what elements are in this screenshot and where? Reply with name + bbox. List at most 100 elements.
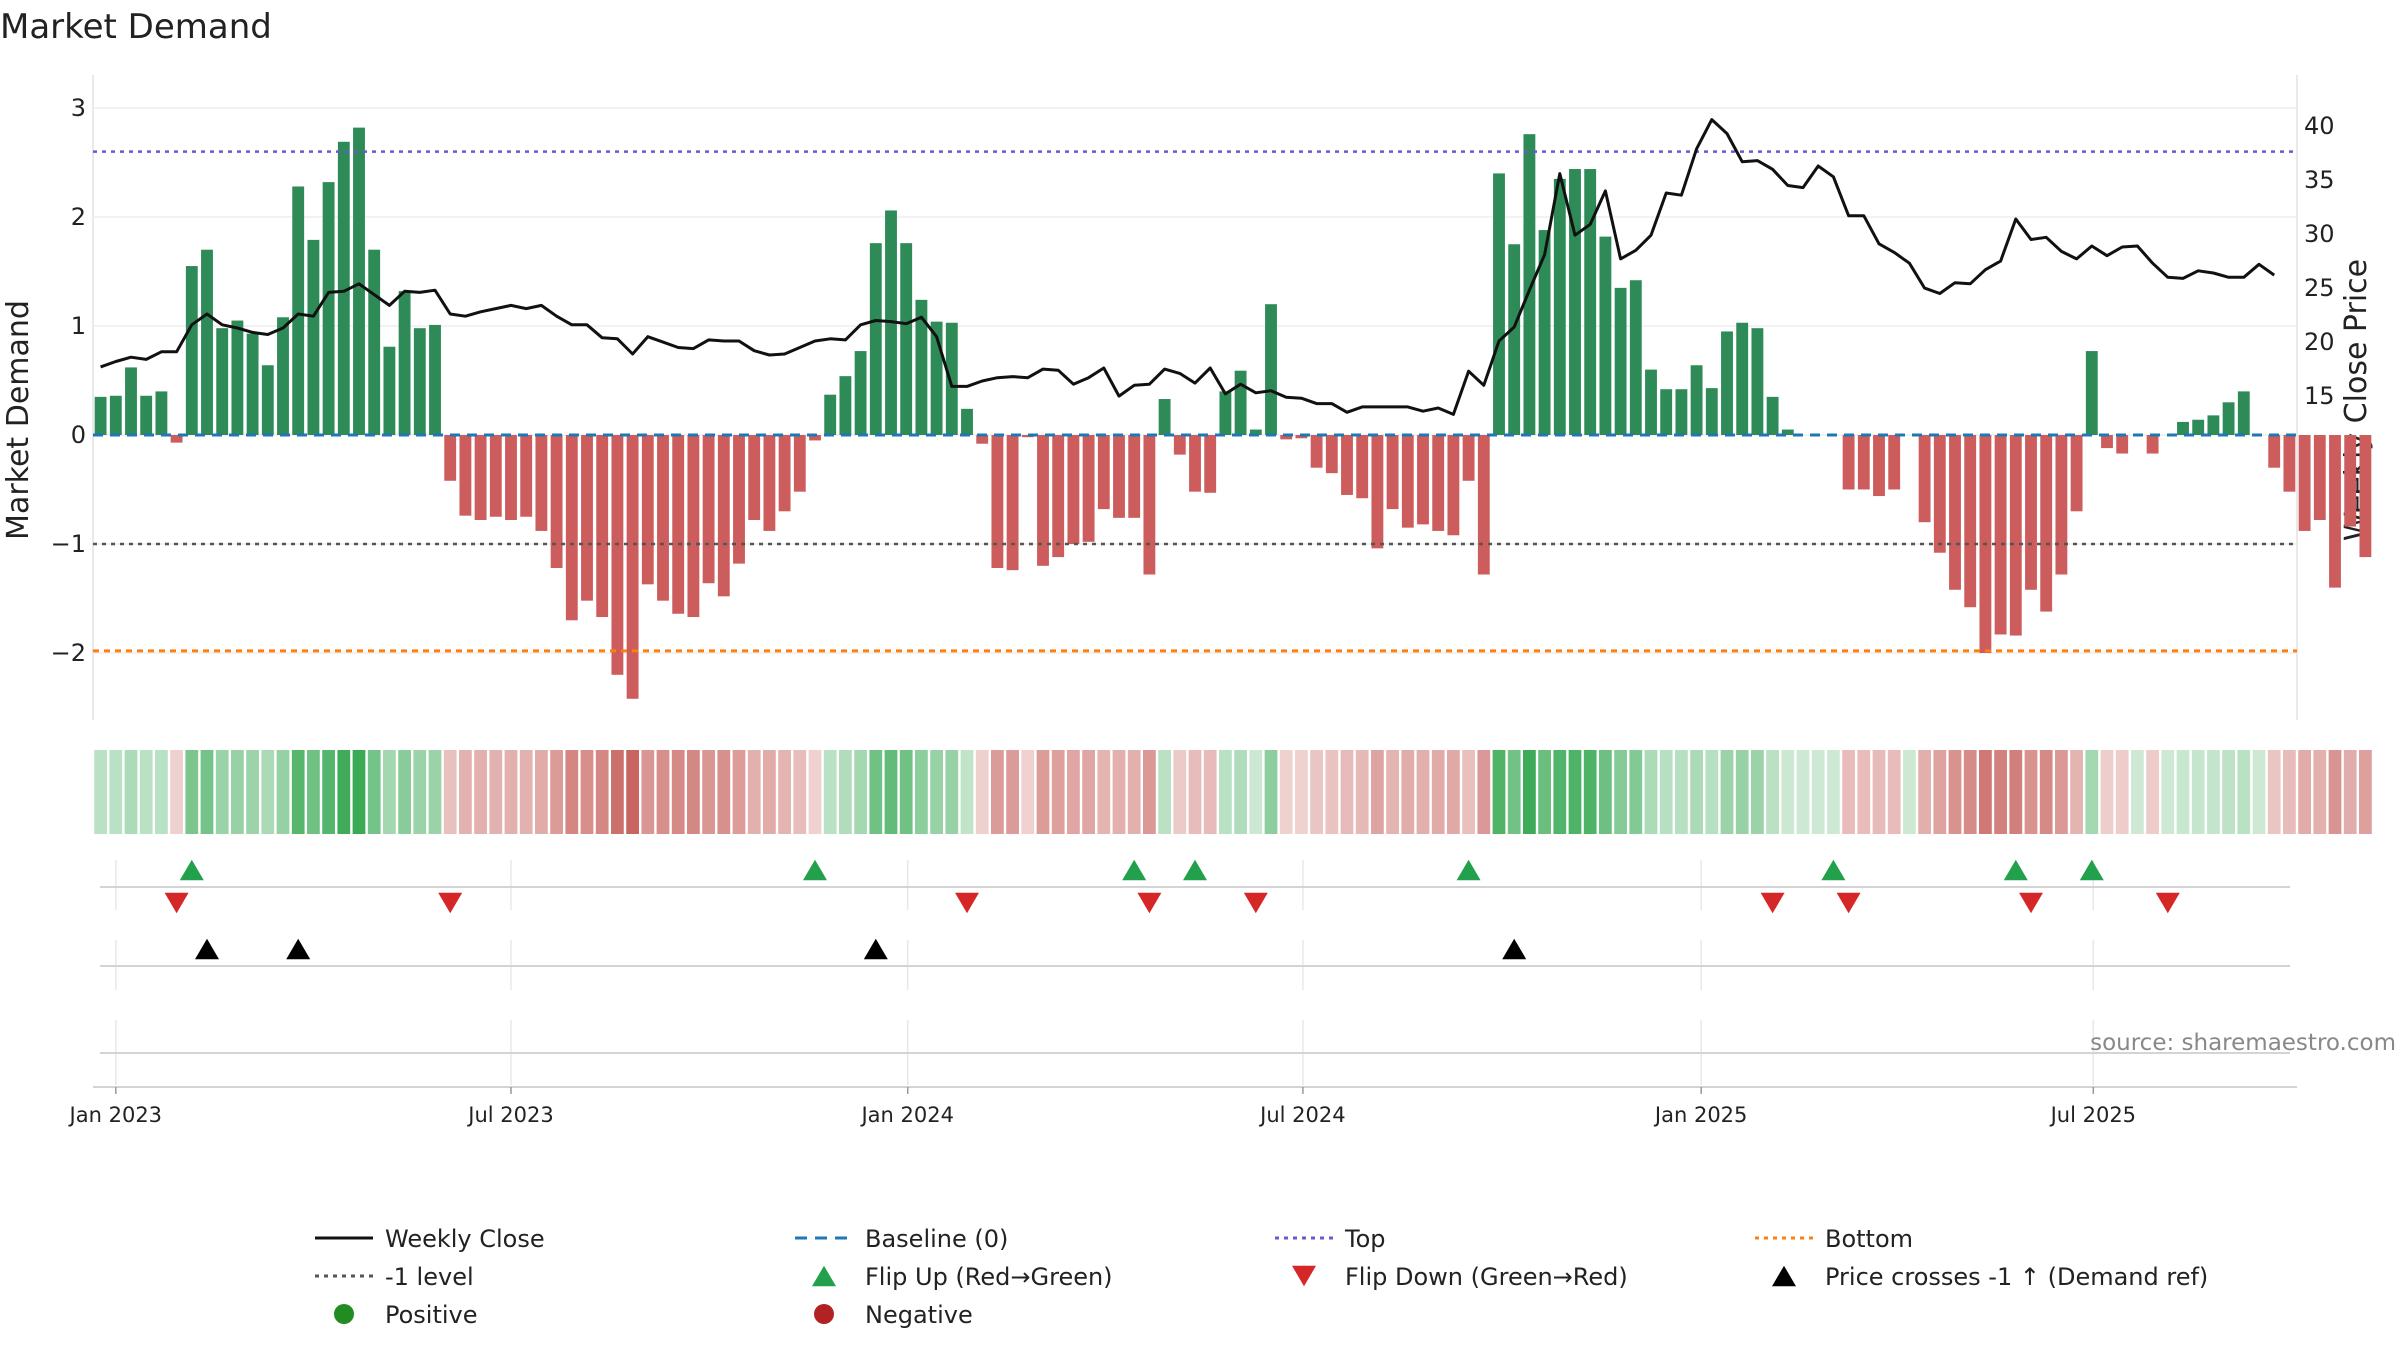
demand-bar-positive: [307, 239, 320, 435]
demand-bar-negative: [2283, 435, 2296, 492]
demand-bar-positive: [2207, 415, 2220, 435]
demand-bar-positive: [854, 351, 867, 435]
heatmap-cell: [1553, 750, 1567, 834]
x-tick-label: Jul 2024: [1258, 1103, 1345, 1127]
heatmap-cell: [1903, 750, 1916, 834]
demand-bar-positive: [155, 391, 168, 435]
demand-bar-negative: [1447, 435, 1460, 536]
heatmap-cell: [2131, 750, 2144, 834]
demand-bar-positive: [839, 376, 852, 435]
demand-bar-positive: [216, 328, 229, 435]
heatmap-cell: [854, 750, 867, 834]
demand-bar-positive: [1645, 369, 1657, 435]
heatmap-cell: [1310, 750, 1323, 834]
y-tick-label: 3: [71, 94, 86, 122]
demand-bar-positive: [945, 322, 958, 435]
demand-bar-negative: [1082, 435, 1095, 542]
demand-bar-negative: [1477, 435, 1490, 575]
heatmap-cell: [1614, 750, 1627, 834]
heatmap-cell: [2222, 750, 2235, 834]
legend-item: Baseline (0): [795, 1225, 1008, 1253]
demand-bar-negative: [1204, 435, 1217, 493]
heatmap-cell: [337, 750, 351, 834]
legend-label: Flip Down (Green→Red): [1345, 1263, 1628, 1291]
x-tick-label: Jan 2025: [1653, 1103, 1748, 1127]
legend-item: Bottom: [1755, 1225, 1913, 1253]
demand-bar-negative: [1401, 435, 1414, 528]
heatmap-cell: [443, 750, 457, 834]
heatmap-cell: [2252, 750, 2266, 834]
heatmap-cell: [793, 750, 807, 834]
legend-label: Weekly Close: [385, 1225, 545, 1253]
heatmap-cell: [1675, 750, 1688, 834]
heatmap-cell: [2313, 750, 2327, 834]
heatmap-cell: [2100, 750, 2114, 834]
heatmap-cell: [2237, 750, 2251, 834]
heatmap-cell: [1523, 750, 1536, 834]
price-cross-marker: [195, 938, 219, 960]
demand-bar-positive: [125, 367, 137, 435]
heatmap-cell: [398, 750, 411, 834]
heatmap-cell: [1082, 750, 1095, 834]
demand-bar-negative: [1113, 435, 1125, 518]
price-cross-marker: [863, 938, 888, 960]
demand-bar-negative: [1173, 435, 1186, 455]
heatmap-cell: [1112, 750, 1126, 834]
demand-bar-negative: [170, 435, 183, 443]
heatmap-cell: [1811, 750, 1825, 834]
heatmap-cell: [611, 750, 624, 834]
demand-bar-negative: [1964, 435, 1977, 608]
demand-bar-negative: [565, 435, 578, 621]
y2-tick-label: 35: [2304, 166, 2335, 194]
heatmap-cell: [459, 750, 472, 834]
demand-bar-negative: [1006, 435, 1019, 571]
flip-down-marker: [955, 892, 979, 914]
legend-item: Flip Down (Green→Red): [1292, 1263, 1628, 1291]
x-tick-label: Jan 2023: [68, 1103, 163, 1127]
flip-down-marker: [1836, 892, 1861, 914]
empty-signal-row: [100, 1020, 2290, 1085]
heatmap-cell: [2359, 750, 2372, 834]
heatmap-cell: [1766, 750, 1779, 834]
heatmap-cell: [808, 750, 822, 834]
demand-bar-negative: [444, 435, 457, 481]
price-cross-marker: [286, 938, 311, 960]
demand-bar-positive: [1493, 173, 1505, 435]
demand-bar-positive: [1751, 328, 1764, 435]
heatmap-cell: [1538, 750, 1551, 834]
demand-bar-negative: [611, 435, 624, 675]
heatmap-cell: [1067, 750, 1080, 834]
heatmap-cell: [2024, 750, 2038, 834]
demand-bar-negative: [1888, 435, 1901, 490]
demand-bar-positive: [1249, 429, 1262, 435]
heatmap-cell: [261, 750, 275, 834]
heatmap-cell: [2085, 750, 2099, 834]
heatmap-cell: [1857, 750, 1871, 834]
heatmap-cell: [1720, 750, 1734, 834]
demand-bar-negative: [1857, 435, 1870, 490]
demand-bar-positive: [140, 395, 153, 435]
demand-bar-positive: [1629, 280, 1642, 435]
heatmap-cell: [2009, 750, 2023, 834]
demand-bar-negative: [1356, 435, 1369, 499]
demand-bar-positive: [869, 243, 882, 435]
heatmap-cell: [170, 750, 183, 834]
y-tick-label: 1: [71, 312, 86, 340]
legend-label: Baseline (0): [865, 1225, 1008, 1253]
heatmap-cell: [1036, 750, 1050, 834]
heatmap-cell: [763, 750, 776, 834]
legend-item: Top: [1275, 1225, 1386, 1253]
heatmap-cell: [1203, 750, 1217, 834]
y2-tick-label: 20: [2304, 328, 2335, 356]
heatmap-cell: [1279, 750, 1293, 834]
heatmap-cell: [519, 750, 533, 834]
demand-bar-negative: [976, 435, 989, 444]
heatmap-cell: [1097, 750, 1111, 834]
legend-label: -1 level: [385, 1263, 474, 1291]
legend-label: Flip Up (Red→Green): [865, 1263, 1113, 1291]
demand-bar-negative: [1295, 435, 1308, 439]
demand-bar-negative: [717, 435, 730, 597]
heatmap-cell: [200, 750, 214, 834]
legend-label: Bottom: [1825, 1225, 1913, 1253]
demand-bar-positive: [337, 141, 350, 436]
